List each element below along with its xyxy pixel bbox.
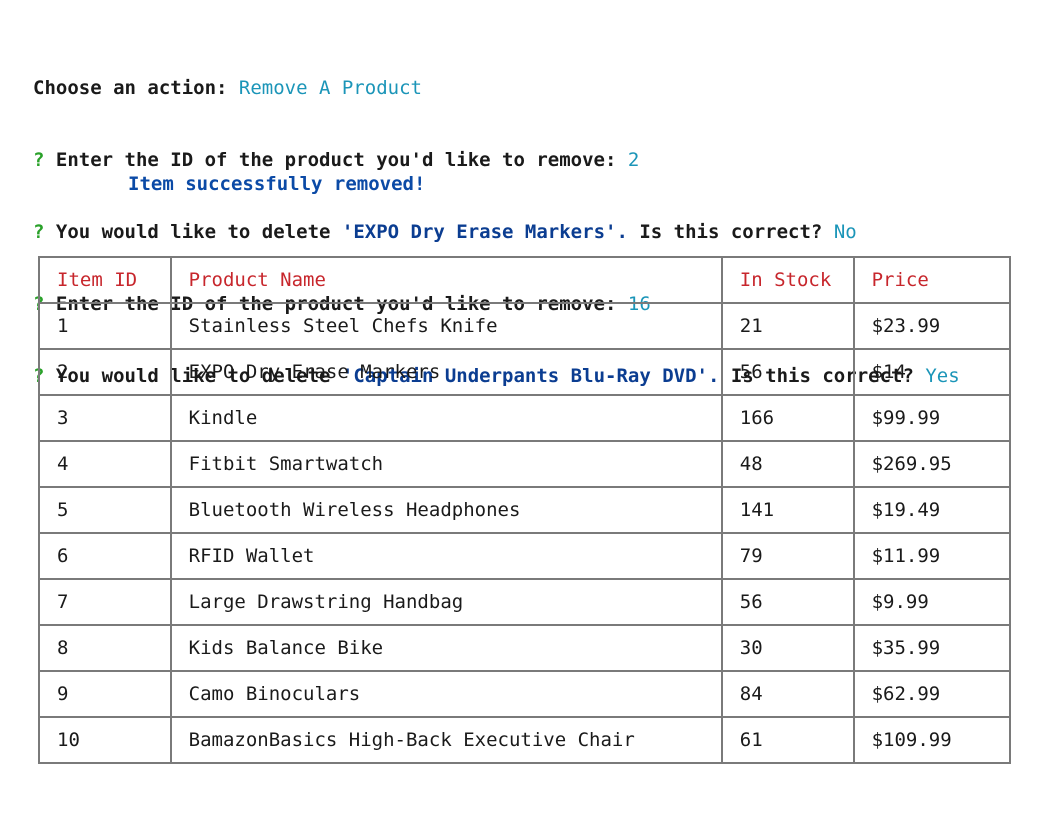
- confirm-line-1: ? You would like to delete 'EXPO Dry Era…: [33, 220, 960, 244]
- column-header-in-stock: In Stock: [720, 256, 855, 304]
- cell-in-stock: 30: [720, 624, 855, 672]
- confirm-prefix: You would like to delete: [55, 221, 331, 243]
- confirm-suffix: Is this correct?: [639, 221, 823, 243]
- cell-price: $99.99: [852, 394, 1012, 442]
- cell-price: $35.99: [852, 624, 1012, 672]
- cell-item-id: 5: [38, 486, 172, 534]
- cell-item-id: 4: [38, 440, 172, 488]
- cell-price: $109.99: [852, 716, 1012, 764]
- cell-product-name: BamazonBasics High-Back Executive Chair: [169, 716, 723, 764]
- enter-id-label: Enter the ID of the product you'd like t…: [55, 149, 617, 171]
- cell-item-id: 9: [38, 670, 172, 718]
- table-row: 2 EXPO Dry Erase Markers 56 $14: [38, 348, 1012, 396]
- cell-item-id: 8: [38, 624, 172, 672]
- cell-product-name: Camo Binoculars: [169, 670, 723, 718]
- cell-item-id: 3: [38, 394, 172, 442]
- cell-price: $23.99: [852, 302, 1012, 350]
- table-row: 4 Fitbit Smartwatch 48 $269.95: [38, 440, 1012, 488]
- confirm-answer: No: [833, 221, 857, 243]
- confirm-product-name: 'EXPO Dry Erase Markers'.: [341, 221, 628, 243]
- column-header-item-id: Item ID: [38, 256, 172, 304]
- cell-price: $9.99: [852, 578, 1012, 626]
- cell-in-stock: 79: [720, 532, 855, 580]
- cell-in-stock: 56: [720, 348, 855, 396]
- cell-item-id: 2: [38, 348, 172, 396]
- table-row: 9 Camo Binoculars 84 $62.99: [38, 670, 1012, 718]
- table-row: 6 RFID Wallet 79 $11.99: [38, 532, 1012, 580]
- entered-id-value: 2: [627, 149, 640, 171]
- table-row: 10 BamazonBasics High-Back Executive Chai…: [38, 716, 1012, 764]
- cell-product-name: Large Drawstring Handbag: [169, 578, 723, 626]
- cell-item-id: 1: [38, 302, 172, 350]
- cell-in-stock: 166: [720, 394, 855, 442]
- table-row: 7 Large Drawstring Handbag 56 $9.99: [38, 578, 1012, 626]
- cell-price: $62.99: [852, 670, 1012, 718]
- choose-action-label: Choose an action:: [33, 77, 228, 99]
- cell-product-name: Kids Balance Bike: [169, 624, 723, 672]
- cell-in-stock: 56: [720, 578, 855, 626]
- cell-product-name: EXPO Dry Erase Markers: [169, 348, 723, 396]
- table-body: 1 Stainless Steel Chefs Knife 21 $23.99 2 EXP…: [38, 302, 1012, 764]
- cell-in-stock: 61: [720, 716, 855, 764]
- cell-product-name: Kindle: [169, 394, 723, 442]
- cell-in-stock: 141: [720, 486, 855, 534]
- table-row: 1 Stainless Steel Chefs Knife 21 $23.99: [38, 302, 1012, 350]
- success-message: Item successfully removed!: [128, 173, 426, 195]
- cell-product-name: Stainless Steel Chefs Knife: [169, 302, 723, 350]
- cell-price: $19.49: [852, 486, 1012, 534]
- question-mark-icon: ?: [33, 221, 45, 243]
- cell-item-id: 10: [38, 716, 172, 764]
- cell-in-stock: 84: [720, 670, 855, 718]
- cell-price: $11.99: [852, 532, 1012, 580]
- cell-price: $14: [852, 348, 1012, 396]
- question-mark-icon: ?: [33, 149, 45, 171]
- cell-in-stock: 21: [720, 302, 855, 350]
- table-row: 8 Kids Balance Bike 30 $35.99: [38, 624, 1012, 672]
- cell-item-id: 6: [38, 532, 172, 580]
- cell-price: $269.95: [852, 440, 1012, 488]
- enter-id-line-1: ? Enter the ID of the product you'd like…: [33, 148, 960, 172]
- cell-product-name: RFID Wallet: [169, 532, 723, 580]
- choose-action-value: Remove A Product: [238, 77, 422, 99]
- cell-product-name: Fitbit Smartwatch: [169, 440, 723, 488]
- choose-action-line: Choose an action: Remove A Product: [33, 76, 960, 100]
- table-row: 5 Bluetooth Wireless Headphones 141 $19.49: [38, 486, 1012, 534]
- cell-item-id: 7: [38, 578, 172, 626]
- table-row: 3 Kindle 166 $99.99: [38, 394, 1012, 442]
- column-header-product-name: Product Name: [169, 256, 723, 304]
- products-table: Item ID Product Name In Stock Price 1 Sta…: [38, 256, 1012, 764]
- cell-in-stock: 48: [720, 440, 855, 488]
- cell-product-name: Bluetooth Wireless Headphones: [169, 486, 723, 534]
- column-header-price: Price: [852, 256, 1012, 304]
- table-header-row: Item ID Product Name In Stock Price: [38, 256, 1012, 304]
